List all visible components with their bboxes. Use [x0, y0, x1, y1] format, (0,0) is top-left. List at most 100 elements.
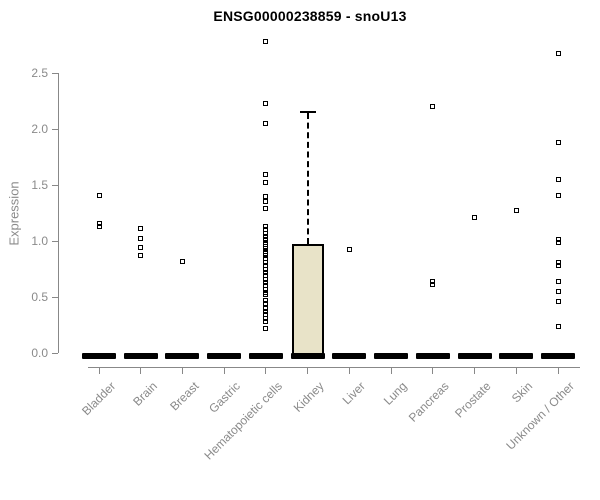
outlier-point [472, 214, 478, 220]
zero-median-bar [541, 353, 576, 359]
outlier-point [513, 208, 519, 214]
zero-median-bar [457, 353, 492, 359]
zero-median-bar [415, 353, 450, 359]
x-tick-label: Liver [339, 379, 369, 408]
outlier-point [263, 286, 269, 292]
x-tick-label: Skin [508, 379, 536, 406]
outlier-point [179, 258, 185, 264]
y-tick [52, 128, 58, 130]
outlier-point [263, 180, 269, 186]
outlier-point [263, 315, 269, 321]
zero-median-bar [207, 353, 242, 359]
x-tick-label: Pancreas [405, 379, 452, 425]
outlier-point [555, 51, 561, 57]
outlier-point [263, 120, 269, 126]
chart-title: ENSG00000238859 - snoU13 [213, 8, 407, 24]
outlier-point [555, 239, 561, 245]
x-tick-label: Bladder [78, 379, 118, 419]
outlier-point [263, 193, 269, 199]
outlier-point [263, 223, 269, 229]
y-tick [52, 184, 58, 186]
x-tick [515, 367, 517, 374]
outlier-point [555, 176, 561, 182]
outlier-point [138, 226, 144, 232]
y-tick-label: 0.0 [31, 346, 48, 360]
y-tick [52, 352, 58, 354]
outlier-point [96, 220, 102, 226]
outlier-point [555, 278, 561, 284]
outlier-point [263, 309, 269, 315]
outlier-point [555, 192, 561, 198]
outlier-point [430, 278, 436, 284]
outlier-point [263, 39, 269, 45]
x-tick [557, 367, 559, 374]
x-tick-label: Gastric [206, 379, 244, 416]
y-tick-label: 1.5 [31, 178, 48, 192]
outlier-point [346, 247, 352, 253]
y-tick [52, 72, 58, 74]
outlier-point [263, 279, 269, 285]
outlier-point [263, 297, 269, 303]
outlier-point [263, 234, 269, 240]
outlier-point [263, 263, 269, 269]
outlier-point [96, 223, 102, 229]
y-tick-label: 1.0 [31, 234, 48, 248]
zero-median-bar [332, 353, 367, 359]
x-tick [181, 367, 183, 374]
outlier-point [555, 323, 561, 329]
box-kidney [291, 244, 324, 355]
x-tick-label: Brain [129, 379, 160, 409]
outlier-point [138, 236, 144, 242]
outlier-point [263, 276, 269, 282]
y-axis-line [58, 73, 59, 353]
outlier-point [555, 139, 561, 145]
outlier-point [263, 100, 269, 106]
whisker-line [306, 113, 309, 245]
outlier-point [263, 206, 269, 212]
outlier-point [555, 259, 561, 265]
outlier-point [96, 192, 102, 198]
zero-median-bar [374, 353, 409, 359]
outlier-point [263, 292, 269, 298]
outlier-point [555, 288, 561, 294]
x-tick [474, 367, 476, 374]
outlier-point [263, 253, 269, 259]
zero-median-bar [165, 353, 200, 359]
x-tick [265, 367, 267, 374]
y-tick [52, 240, 58, 242]
x-tick [390, 367, 392, 374]
outlier-point [263, 319, 269, 325]
x-tick-label: Breast [166, 379, 202, 414]
x-tick-label: Prostate [451, 379, 494, 421]
outlier-point [138, 253, 144, 259]
outlier-point [430, 104, 436, 110]
outlier-point [555, 263, 561, 269]
zero-median-bar [82, 353, 116, 359]
x-tick [223, 367, 225, 374]
outlier-point [263, 325, 269, 331]
zero-median-bar [499, 353, 534, 359]
x-tick [98, 367, 100, 374]
outlier-point [263, 256, 269, 262]
outlier-point [263, 269, 269, 275]
outlier-point [263, 172, 269, 178]
outlier-point [263, 266, 269, 272]
outlier-point [263, 312, 269, 318]
y-tick-label: 2.5 [31, 66, 48, 80]
outlier-point [263, 305, 269, 311]
whisker-cap [299, 111, 316, 114]
outlier-point [263, 230, 269, 236]
x-tick [140, 367, 142, 374]
x-tick [348, 367, 350, 374]
x-tick [307, 367, 309, 374]
outlier-point [263, 283, 269, 289]
outlier-point [263, 259, 269, 265]
outlier-point [138, 245, 144, 251]
zero-median-bar [123, 353, 158, 359]
zero-median-bar [248, 353, 283, 359]
outlier-point [263, 227, 269, 233]
x-tick-label: Hematopoietic cells [201, 379, 285, 463]
y-tick [52, 296, 58, 298]
y-tick-label: 0.5 [31, 290, 48, 304]
x-tick-label: Kidney [290, 379, 327, 415]
